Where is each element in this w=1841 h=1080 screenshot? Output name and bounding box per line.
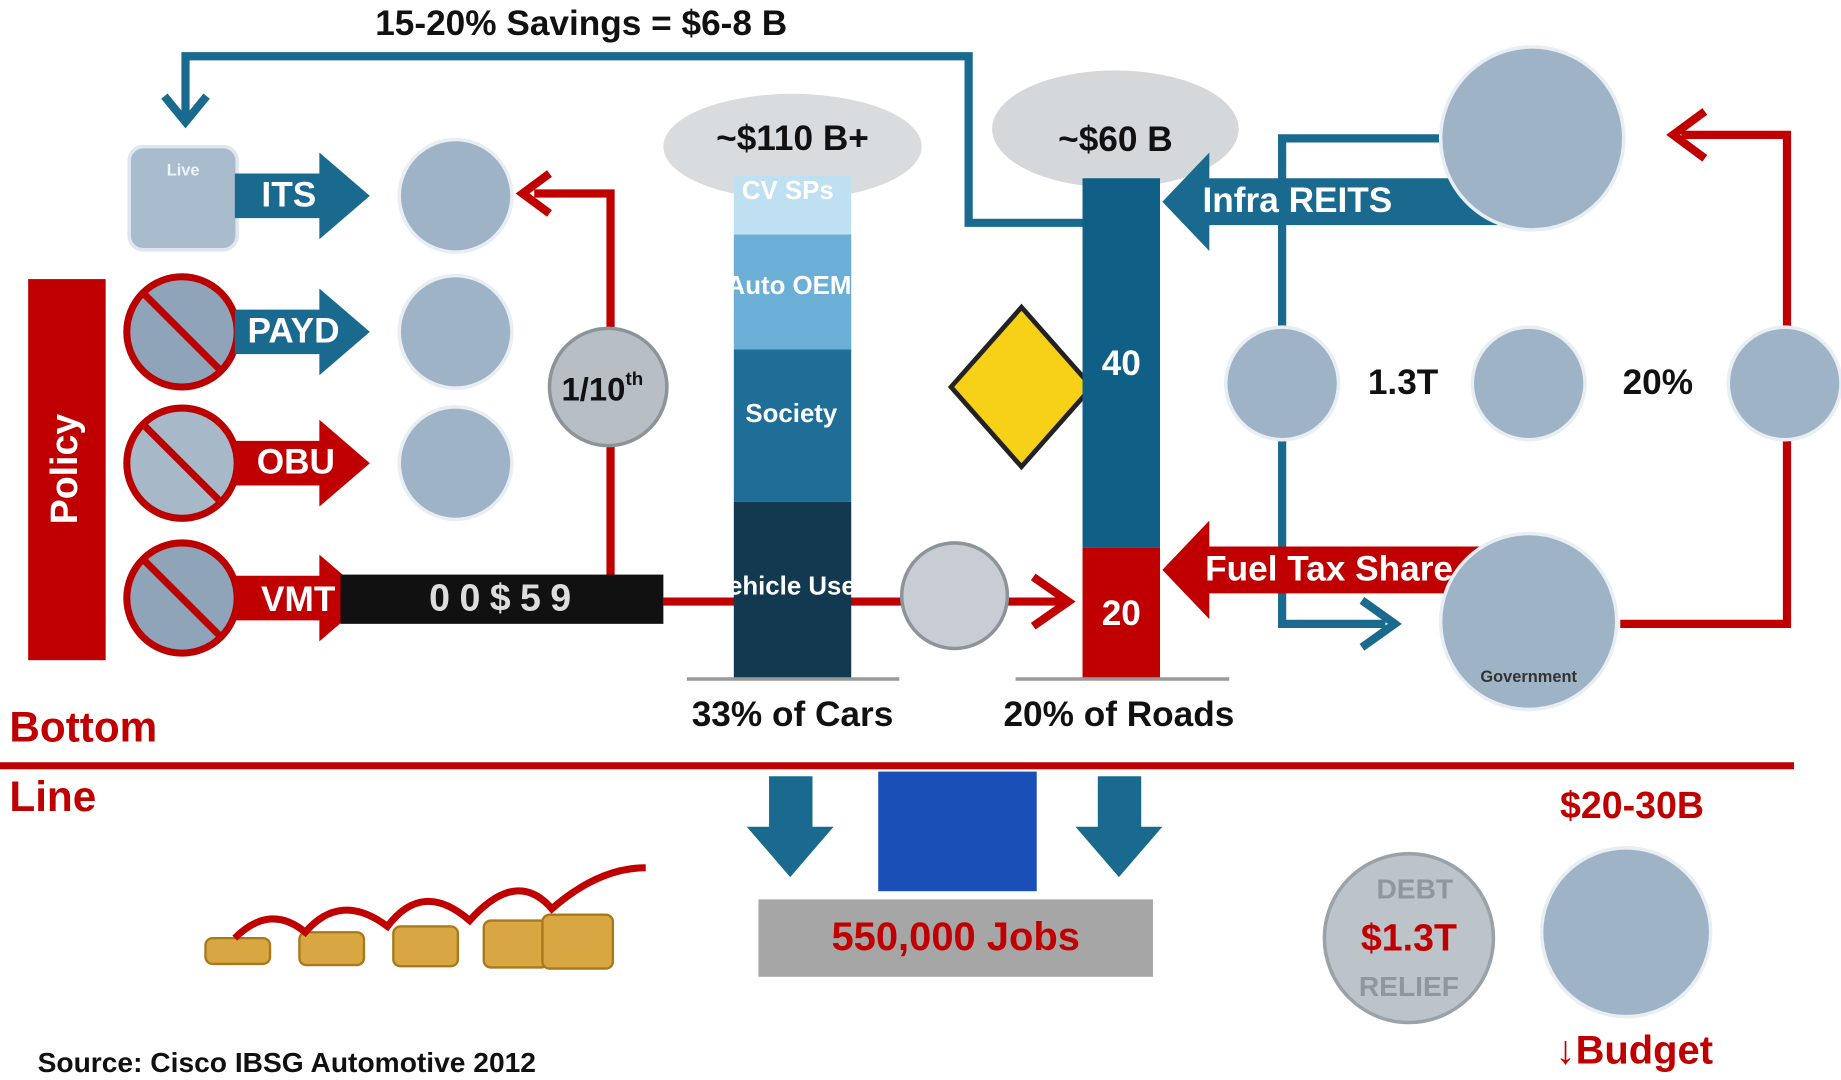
policy-label: Policy (43, 414, 85, 525)
title: 15-20% Savings = $6-8 B (375, 4, 787, 43)
policy-item: OBU (257, 443, 335, 482)
work-sign (951, 307, 1092, 466)
down-arrow (747, 776, 834, 877)
jobs-label: 550,000 Jobs (831, 915, 1079, 959)
segment-label: CV SPs (742, 177, 834, 205)
policy-item: PAYD (248, 311, 340, 350)
road-icon (1728, 327, 1841, 440)
source: Source: Cisco IBSG Automotive 2012 (38, 1047, 536, 1078)
odometer-text: 00$59 (429, 576, 580, 618)
cars-caption: 33% of Cars (692, 695, 894, 734)
diagram: 15-20% Savings = $6-8 B Policy Live ITS … (0, 0, 1841, 1080)
device-icon (399, 407, 512, 520)
finance-amount: 1.3T (1368, 363, 1439, 402)
people-image (878, 772, 1037, 892)
segment-label: Vehicle User (712, 572, 866, 600)
cars-total: ~$110 B+ (716, 119, 869, 158)
coin-text: 1/10 (561, 370, 625, 407)
infra-label: Infra REITS (1203, 181, 1393, 220)
fuel-label: Fuel Tax Share (1205, 549, 1453, 588)
line-label: Line (9, 773, 96, 820)
tower-icon (399, 140, 512, 253)
debt-top: DEBT (1376, 874, 1453, 905)
budget-amount: $20-30B (1560, 784, 1704, 826)
down-arrow (1075, 776, 1162, 877)
coin-sup: th (625, 368, 643, 389)
handshake-icon (1472, 327, 1585, 440)
budget-label: ↓Budget (1556, 1029, 1713, 1073)
budget-icon (1542, 848, 1711, 1017)
government-label: Government (1480, 668, 1577, 686)
debt-bottom: RELIEF (1359, 971, 1459, 1002)
segment-label: Society (745, 400, 837, 428)
investor-icon (1441, 47, 1624, 230)
policy-item: VMT (261, 580, 336, 619)
page: 15-20% Savings = $6-8 B Policy Live ITS … (0, 0, 1841, 1080)
car-hands-icon (399, 276, 512, 389)
live-label: Live (167, 162, 200, 180)
segment-label: 40 (1102, 344, 1141, 383)
finance-share: 20% (1623, 363, 1693, 402)
dollar-icon (1226, 327, 1339, 440)
roads-caption: 20% of Roads (1003, 695, 1234, 734)
segment-label: Auto OEM (727, 272, 852, 300)
roads-total: ~$60 B (1058, 120, 1173, 159)
policy-item: ITS (261, 175, 316, 214)
segment-label: 20 (1102, 594, 1141, 633)
debt-amount: $1.3T (1361, 916, 1457, 958)
bottom-label: Bottom (9, 704, 157, 751)
dime (902, 543, 1008, 649)
